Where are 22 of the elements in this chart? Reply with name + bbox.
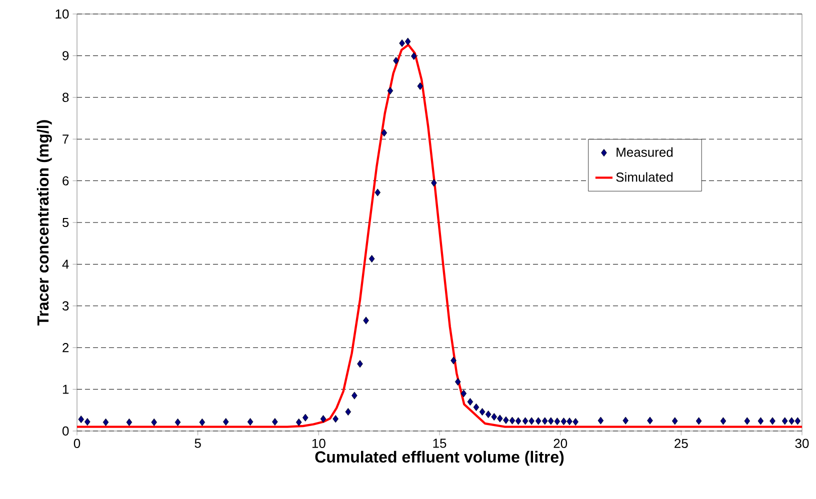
x-tick-label: 10 [312,438,326,448]
x-tick-label: 15 [433,438,446,448]
legend-label: Simulated [616,172,673,182]
x-tick-label: 20 [554,438,568,448]
y-tick-label: 0 [62,426,69,436]
legend-label: Measured [616,147,673,157]
y-axis-title: Tracer concentration (mg/l) [36,120,52,326]
y-tick-label: 6 [62,176,69,186]
x-tick-label: 30 [795,438,809,448]
y-tick-label: 3 [62,301,69,310]
y-tick-label: 4 [62,260,69,269]
y-tick-label: 8 [62,92,69,102]
x-axis-title: Cumulated effluent volume (litre) [315,450,564,466]
x-tick-label: 25 [674,438,688,448]
x-tick-label: 0 [74,438,80,448]
y-tick-label: 5 [62,218,69,228]
y-tick-label: 2 [62,343,69,352]
y-tick-label: 1 [62,384,69,394]
y-tick-label: 7 [62,134,69,144]
y-tick-label: 9 [62,51,69,60]
x-tick-label: 5 [194,438,201,448]
y-tick-label: 10 [56,9,69,19]
